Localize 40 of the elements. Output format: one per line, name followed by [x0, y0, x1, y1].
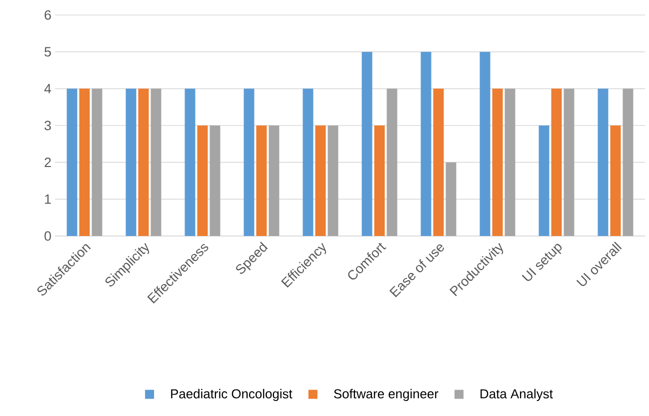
bar: [150, 88, 162, 236]
bar: [446, 162, 456, 236]
y-tick-label: 1: [45, 194, 51, 204]
y-tick-label: 5: [44, 47, 51, 57]
legend-label: Software engineer: [334, 388, 438, 401]
bar: [420, 52, 432, 236]
bar: [302, 88, 314, 236]
bar: [362, 52, 372, 236]
bar: [610, 126, 621, 236]
bar: [480, 52, 490, 236]
y-tick-label: 0: [44, 231, 51, 241]
bar: [92, 88, 102, 236]
y-tick-label: 4: [44, 84, 52, 94]
bar: [433, 88, 444, 236]
bar: [138, 88, 149, 236]
legend-label: Data Analyst: [480, 388, 553, 401]
bar: [598, 88, 608, 236]
bar: [386, 88, 398, 236]
bar: [244, 88, 254, 236]
bar: [210, 126, 220, 236]
bar: [622, 88, 634, 236]
bar: [315, 126, 326, 236]
bar: [184, 88, 196, 236]
bar: [197, 126, 208, 236]
bar: [268, 126, 280, 236]
bar: [504, 88, 516, 236]
bar: [538, 126, 550, 236]
y-tick-label: 3: [44, 120, 51, 130]
bar: [551, 88, 562, 236]
bar: [79, 88, 90, 236]
bar: [126, 88, 136, 236]
bar: [66, 88, 78, 236]
bar: [374, 126, 385, 236]
bar: [564, 88, 574, 236]
bar: [492, 88, 503, 236]
bar: [328, 126, 338, 236]
legend-label: Paediatric Oncologist: [171, 388, 292, 401]
y-tick-label: 2: [44, 158, 51, 168]
y-tick-label: 6: [44, 10, 51, 20]
bar: [256, 126, 267, 236]
